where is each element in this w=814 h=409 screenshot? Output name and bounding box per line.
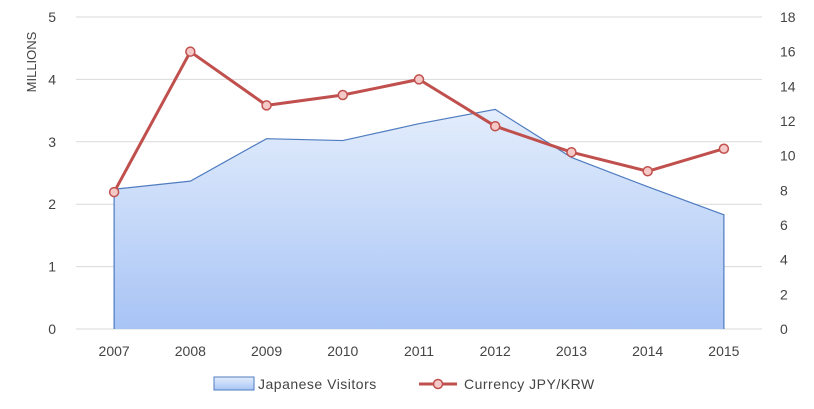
y2-tick-label: 8 [780, 182, 788, 198]
y2-tick-label: 16 [780, 44, 796, 60]
y2-tick-label: 4 [780, 252, 788, 268]
x-tick-label: 2014 [632, 343, 663, 359]
x-tick-label: 2009 [251, 343, 282, 359]
currency-point [108, 186, 120, 198]
currency-point [337, 89, 349, 101]
y2-tick-label: 12 [780, 113, 796, 129]
y2-tick-label: 18 [780, 9, 796, 25]
y2-tick-label: 14 [780, 78, 796, 94]
y2-tick-label: 10 [780, 148, 796, 164]
y2-tick-label: 6 [780, 217, 788, 233]
legend: Japanese Visitors Currency JPY/KRW [213, 376, 595, 392]
x-tick-label: 2015 [708, 343, 739, 359]
y-tick-label: 0 [48, 321, 56, 337]
x-tick-label: 2008 [175, 343, 206, 359]
area-series [113, 108, 725, 330]
line-series [108, 46, 730, 198]
legend-label-area: Japanese Visitors [258, 376, 377, 392]
currency-point [413, 74, 425, 85]
x-tick-label: 2011 [404, 343, 434, 359]
y2-tick-label: 2 [780, 286, 788, 302]
x-tick-label: 2010 [327, 343, 358, 359]
area-outline [113, 108, 725, 329]
y-tick-label: 5 [48, 9, 56, 25]
currency-point [642, 166, 653, 177]
y-tick-label: 1 [48, 259, 56, 275]
legend-marker-line [432, 378, 444, 390]
legend-swatch-area [213, 376, 255, 391]
currency-point [261, 100, 272, 111]
currency-point [489, 120, 501, 132]
x-tick-label: 2012 [480, 343, 511, 359]
x-tick-label: 2007 [99, 343, 130, 359]
legend-label-line: Currency JPY/KRW [464, 376, 595, 392]
y-tick-label: 2 [48, 196, 56, 212]
currency-point [185, 46, 196, 57]
y-tick-label: 3 [48, 134, 56, 150]
x-tick-label: 2013 [556, 343, 587, 359]
currency-point [718, 143, 730, 154]
y2-tick-label: 0 [780, 321, 788, 337]
currency-point [566, 146, 577, 158]
y-tick-label: 4 [48, 71, 56, 87]
area-fill [114, 109, 724, 330]
y-axis-title: MILLIONS [24, 31, 39, 92]
